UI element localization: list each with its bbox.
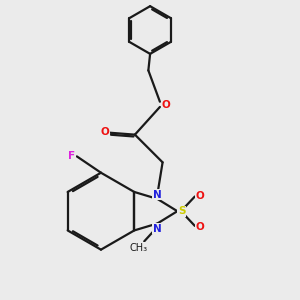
Text: N: N bbox=[153, 224, 162, 234]
Text: S: S bbox=[178, 206, 185, 216]
Text: O: O bbox=[162, 100, 171, 110]
Text: CH₃: CH₃ bbox=[129, 243, 147, 253]
Text: O: O bbox=[196, 191, 204, 201]
Text: N: N bbox=[153, 190, 162, 200]
Text: F: F bbox=[68, 152, 76, 161]
Text: O: O bbox=[100, 127, 109, 137]
Text: O: O bbox=[196, 222, 204, 232]
